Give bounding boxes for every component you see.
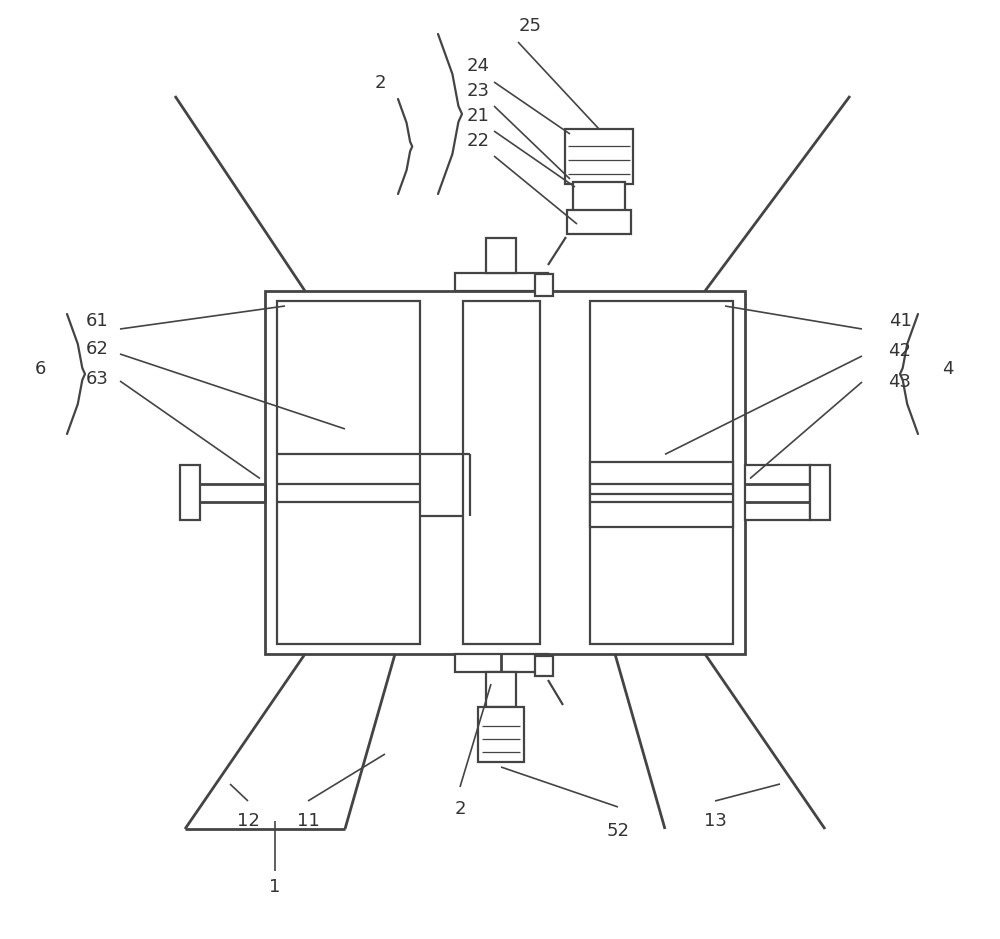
Text: 1: 1 [269,878,281,896]
Text: 52: 52 [606,822,630,840]
Text: 11: 11 [297,812,319,830]
Bar [535,656,553,676]
Text: 21: 21 [467,107,489,125]
Bar [590,462,733,527]
Text: 25: 25 [518,17,542,35]
Text: 41: 41 [889,312,911,330]
Bar [455,654,548,672]
Bar [486,672,516,707]
Text: 43: 43 [889,373,912,391]
Text: 12: 12 [237,812,259,830]
Bar [590,301,733,644]
Text: 42: 42 [889,342,912,360]
Bar [478,707,524,762]
Bar [265,291,745,654]
Text: 63: 63 [86,370,108,388]
Bar [180,465,200,519]
Text: 2: 2 [454,800,466,818]
Text: 62: 62 [86,340,108,358]
Bar [745,465,810,519]
Bar [463,301,540,644]
Text: 4: 4 [942,360,954,378]
Bar [573,182,625,212]
Text: 61: 61 [86,312,108,330]
Text: 13: 13 [704,812,726,830]
Bar [277,301,420,644]
Text: 22: 22 [467,132,490,150]
Bar [810,465,830,519]
Bar [486,238,516,273]
Text: 24: 24 [467,57,490,75]
Bar [535,274,553,296]
Bar [567,210,631,234]
Text: 2: 2 [374,74,386,92]
Text: 23: 23 [467,82,490,100]
Bar [565,129,633,184]
Text: 6: 6 [34,360,46,378]
Bar [455,273,548,291]
